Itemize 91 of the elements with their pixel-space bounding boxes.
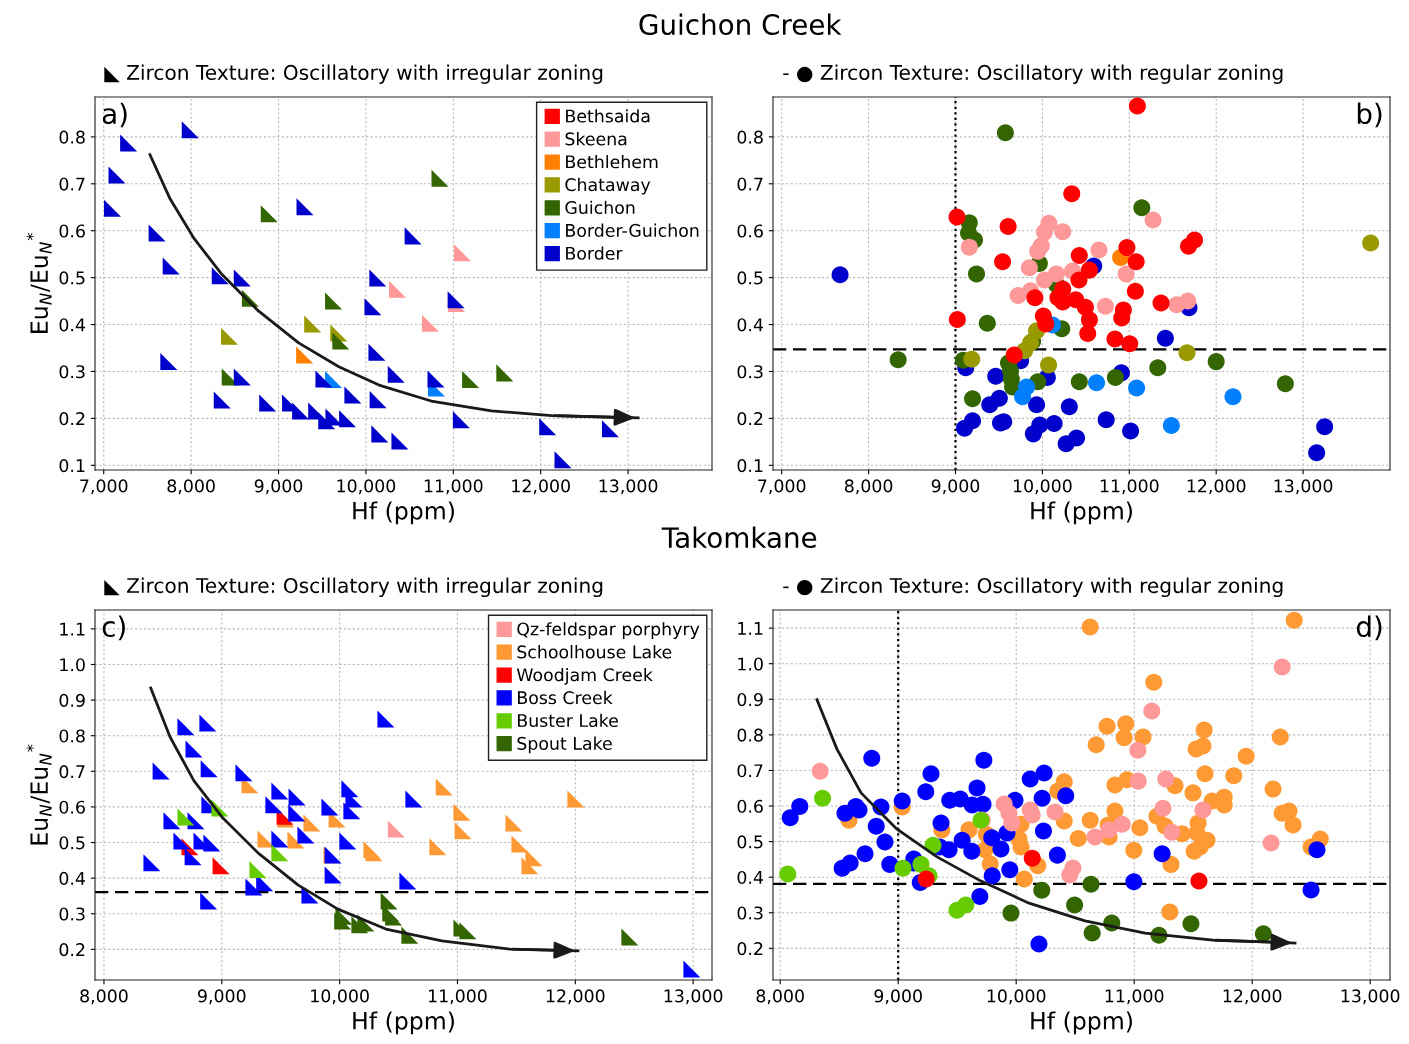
- y-tick-label: 0.3: [737, 365, 763, 379]
- x-tick-label: 11,000: [1105, 989, 1164, 1005]
- y-tick-label: 0.3: [59, 907, 85, 921]
- x-tick-label: 7,000: [80, 479, 128, 495]
- x-tick-label: 11,000: [1100, 479, 1159, 495]
- x-tick-label: 12,000: [1223, 989, 1282, 1005]
- x-tick-label: 10,000: [987, 989, 1046, 1005]
- y-tick-label: 0.2: [737, 412, 763, 426]
- annotation: c): [102, 615, 125, 641]
- annotation: d): [1356, 615, 1382, 641]
- x-axis-title: Hf (ppm): [353, 1011, 454, 1035]
- y-tick-label: 1.0: [738, 657, 763, 671]
- y-tick-label: 0.3: [59, 365, 85, 379]
- x-tick-label: 9,000: [198, 989, 246, 1005]
- legend-label: Chataway: [565, 177, 651, 195]
- legend-label: Border: [566, 246, 623, 260]
- y-tick-label: 0.5: [59, 271, 85, 285]
- x-tick-label: 9,000: [874, 989, 922, 1005]
- y-tick-label: 0.9: [737, 693, 763, 707]
- x-tick-label: 8,000: [756, 989, 804, 1005]
- legend-label: Spout Lake: [517, 736, 612, 754]
- x-tick-label: 11,000: [424, 479, 483, 495]
- x-tick-label: 12,000: [1187, 479, 1246, 495]
- y-tick-label: 0.6: [737, 224, 763, 238]
- x-tick-label: 9,000: [931, 479, 980, 495]
- legend-label: Buster Lake: [518, 713, 618, 728]
- legend-label: Qz-feldspar porphyry: [517, 622, 700, 639]
- chart-subtitle: ◣ Zircon Texture: Oscillatory with irregular zoning: [104, 64, 603, 84]
- x-tick-label: 8,000: [167, 479, 215, 495]
- y-tick-label: 0.4: [737, 318, 763, 332]
- y-tick-label: 0.4: [59, 871, 85, 885]
- y-axis-title: Eu$_{N}$/Eu$_{N}$$^{*}$: [26, 233, 52, 333]
- x-tick-label: 10,000: [1013, 479, 1072, 495]
- y-tick-label: 0.2: [59, 412, 85, 426]
- legend-label: Bethsaida: [566, 109, 650, 123]
- x-tick-label: 13,000: [1274, 479, 1333, 495]
- y-tick-label: 0.7: [59, 765, 85, 779]
- x-tick-label: 10,000: [337, 479, 396, 495]
- y-tick-label: 1.1: [60, 622, 85, 636]
- x-axis-title: Hf (ppm): [353, 501, 454, 525]
- y-tick-label: 0.6: [59, 224, 85, 238]
- legend-label: Boss Creek: [518, 690, 613, 705]
- legend-label: Guichon: [565, 200, 635, 215]
- y-tick-label: 1.0: [60, 658, 85, 672]
- y-tick-label: 1.1: [738, 622, 763, 635]
- x-axis-title: Hf (ppm): [1031, 1011, 1132, 1035]
- y-tick-label: 0.6: [59, 800, 85, 814]
- y-tick-label: 0.2: [737, 942, 763, 956]
- chart-subtitle: ◣ Zircon Texture: Oscillatory with irregular zoning: [104, 577, 603, 598]
- x-tick-label: 13,000: [599, 479, 658, 495]
- legend-label: Border-Guichon: [566, 223, 699, 237]
- y-tick-label: 0.3: [737, 906, 763, 920]
- legend-label: Skeena: [565, 132, 627, 146]
- y-tick-label: 0.5: [59, 836, 85, 850]
- chart-title: Guichon Creek: [639, 13, 842, 36]
- y-tick-label: 0.7: [59, 177, 85, 191]
- y-axis-title: Eu$_{N}$/Eu$_{N}$$^{*}$: [26, 744, 52, 845]
- x-tick-label: 12,000: [512, 479, 570, 495]
- y-tick-label: 0.7: [737, 177, 763, 191]
- y-tick-label: 0.6: [737, 799, 763, 813]
- y-tick-label: 0.4: [737, 870, 763, 885]
- x-tick-label: 11,000: [429, 989, 487, 1005]
- legend-label: Schoolhouse Lake: [517, 645, 672, 659]
- y-tick-label: 0.5: [737, 271, 763, 285]
- x-tick-label: 8,000: [844, 479, 893, 495]
- x-tick-label: 13,000: [664, 989, 723, 1005]
- x-tick-label: 13,000: [1341, 989, 1400, 1005]
- y-tick-label: 0.5: [737, 835, 763, 849]
- y-tick-label: 0.1: [59, 459, 85, 473]
- x-tick-label: 12,000: [546, 989, 605, 1005]
- y-tick-label: 0.1: [737, 459, 763, 473]
- x-tick-label: 9,000: [254, 479, 303, 495]
- y-tick-label: 0.2: [59, 943, 85, 957]
- y-tick-label: 0.7: [737, 764, 763, 778]
- chart-title: Takomkane: [661, 526, 817, 549]
- y-tick-label: 0.4: [59, 318, 85, 332]
- y-tick-label: 0.9: [59, 693, 85, 707]
- y-tick-label: 0.8: [59, 729, 85, 743]
- annotation: a): [102, 102, 127, 128]
- x-tick-label: 8,000: [80, 989, 128, 1005]
- legend-label: Woodjam Creek: [516, 667, 653, 685]
- chart-subtitle: - ● Zircon Texture: Oscillatory with regular zoning: [783, 577, 1283, 598]
- annotation: b): [1357, 102, 1382, 128]
- x-tick-label: 10,000: [311, 989, 369, 1005]
- x-tick-label: 7,000: [758, 479, 806, 495]
- y-tick-label: 0.8: [737, 728, 763, 742]
- y-tick-label: 0.8: [737, 130, 763, 144]
- y-tick-label: 0.8: [59, 130, 85, 144]
- x-axis-title: Hf (ppm): [1031, 501, 1132, 525]
- legend-label: Bethlehem: [566, 154, 658, 169]
- chart-subtitle: - ● Zircon Texture: Oscillatory with regular zoning: [783, 64, 1283, 84]
